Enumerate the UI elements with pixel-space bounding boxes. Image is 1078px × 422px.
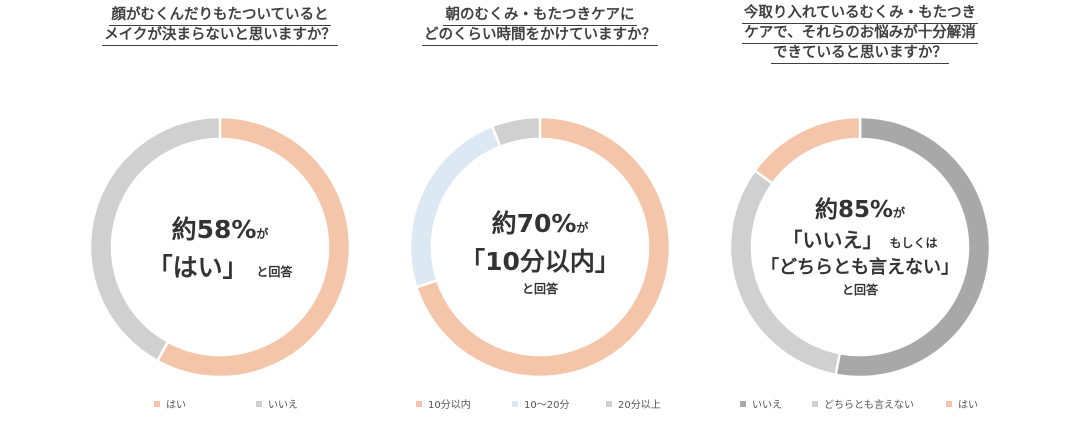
legend-3-label-2: どちらとも言えない xyxy=(824,400,914,411)
center-1-line-2: 「はい」 xyxy=(147,253,248,282)
center-3-line-1: 約85% xyxy=(814,197,894,223)
legend-1-swatch-2 xyxy=(256,401,262,407)
center-2-line-1-suffix: が xyxy=(576,221,589,235)
legend-3-swatch-1 xyxy=(740,401,746,407)
center-3-line-2-suffix: もしくは xyxy=(889,236,938,250)
center-1-line-1: 約58% xyxy=(171,215,257,244)
donut-1-slice-2 xyxy=(88,115,222,363)
center-1-line-2-suffix: と回答 xyxy=(256,265,293,279)
donut-chart-2 xyxy=(408,115,672,379)
chart-panel-1: 顔がむくんだりもたついていると メイクが決まらないと思いますか？ 約58%が 「… xyxy=(50,0,390,422)
legend-2-item-2: 10～20分 xyxy=(512,396,569,411)
legend-1-item-2: いいえ xyxy=(256,396,298,411)
center-3-line-1-suffix: が xyxy=(893,206,906,220)
legend-2-swatch-2 xyxy=(512,401,518,407)
legend-2-label-2: 10～20分 xyxy=(524,400,570,411)
center-2-line-1: 約70% xyxy=(491,209,577,238)
chart-panel-3: 今取り入れているむくみ・もたつき ケアで、それらのお悩みが十分解消 できていると… xyxy=(690,0,1030,422)
center-3-line-4: と回答 xyxy=(841,283,878,297)
legend-3-item-1: いいえ xyxy=(740,396,782,411)
legend-2-label-3: 20分以上 xyxy=(618,400,661,411)
donut-chart-1 xyxy=(88,115,352,379)
legend-2-swatch-1 xyxy=(416,401,422,407)
legend-3-label-1: いいえ xyxy=(752,400,782,411)
center-3-line-3: 「どちらとも言えない」 xyxy=(761,257,959,278)
center-label-3: 約85%が 「いいえ」 もしくは 「どちらとも言えない」 と回答 xyxy=(690,196,1030,298)
chart-title-3-line-3: できていると思いますか？ xyxy=(771,44,949,64)
chart-title-2-line-2: どのくらい時間をかけていますか？ xyxy=(422,26,658,46)
center-label-1: 約58%が 「はい」 と回答 xyxy=(50,214,390,288)
legend-3-swatch-2 xyxy=(812,401,818,407)
legend-3-item-3: はい xyxy=(946,396,978,411)
chart-title-3: 今取り入れているむくみ・もたつき ケアで、それらのお悩みが十分解消 できていると… xyxy=(690,4,1030,64)
center-2-line-3: と回答 xyxy=(521,282,558,296)
donut-2-slice-1 xyxy=(414,115,672,379)
legend-2-item-1: 10分以内 xyxy=(416,396,471,411)
legend-3-label-3: はい xyxy=(958,400,978,411)
chart-panel-2: 朝のむくみ・もたつきケアに どのくらい時間をかけていますか？ 約70%が 「10… xyxy=(370,0,710,422)
chart-title-2: 朝のむくみ・もたつきケアに どのくらい時間をかけていますか？ xyxy=(370,6,710,46)
center-label-2: 約70%が 「10分以内」 と回答 xyxy=(370,208,710,297)
center-3-line-2: 「いいえ」 xyxy=(782,228,883,252)
legend-1-swatch-1 xyxy=(154,401,160,407)
center-2-line-2: 「10分以内」 xyxy=(460,247,620,276)
legend-2-item-3: 20分以上 xyxy=(606,396,661,411)
legend-2-swatch-3 xyxy=(606,401,612,407)
center-1-line-1-suffix: が xyxy=(256,227,269,241)
legend-3-item-2: どちらとも言えない xyxy=(812,396,914,411)
chart-title-1-line-2: メイクが決まらないと思いますか？ xyxy=(102,26,338,46)
donut-chart-3 xyxy=(728,115,992,379)
legend-1-label-1: はい xyxy=(166,400,186,411)
legend-2-label-1: 10分以内 xyxy=(428,400,471,411)
donut-2-slice-3 xyxy=(490,115,542,149)
donut-3-slice-3 xyxy=(753,115,862,186)
legend-3-swatch-3 xyxy=(946,401,952,407)
legend-1-item-1: はい xyxy=(154,396,186,411)
chart-title-1: 顔がむくんだりもたついていると メイクが決まらないと思いますか？ xyxy=(50,6,390,46)
legend-1-label-2: いいえ xyxy=(268,400,298,411)
